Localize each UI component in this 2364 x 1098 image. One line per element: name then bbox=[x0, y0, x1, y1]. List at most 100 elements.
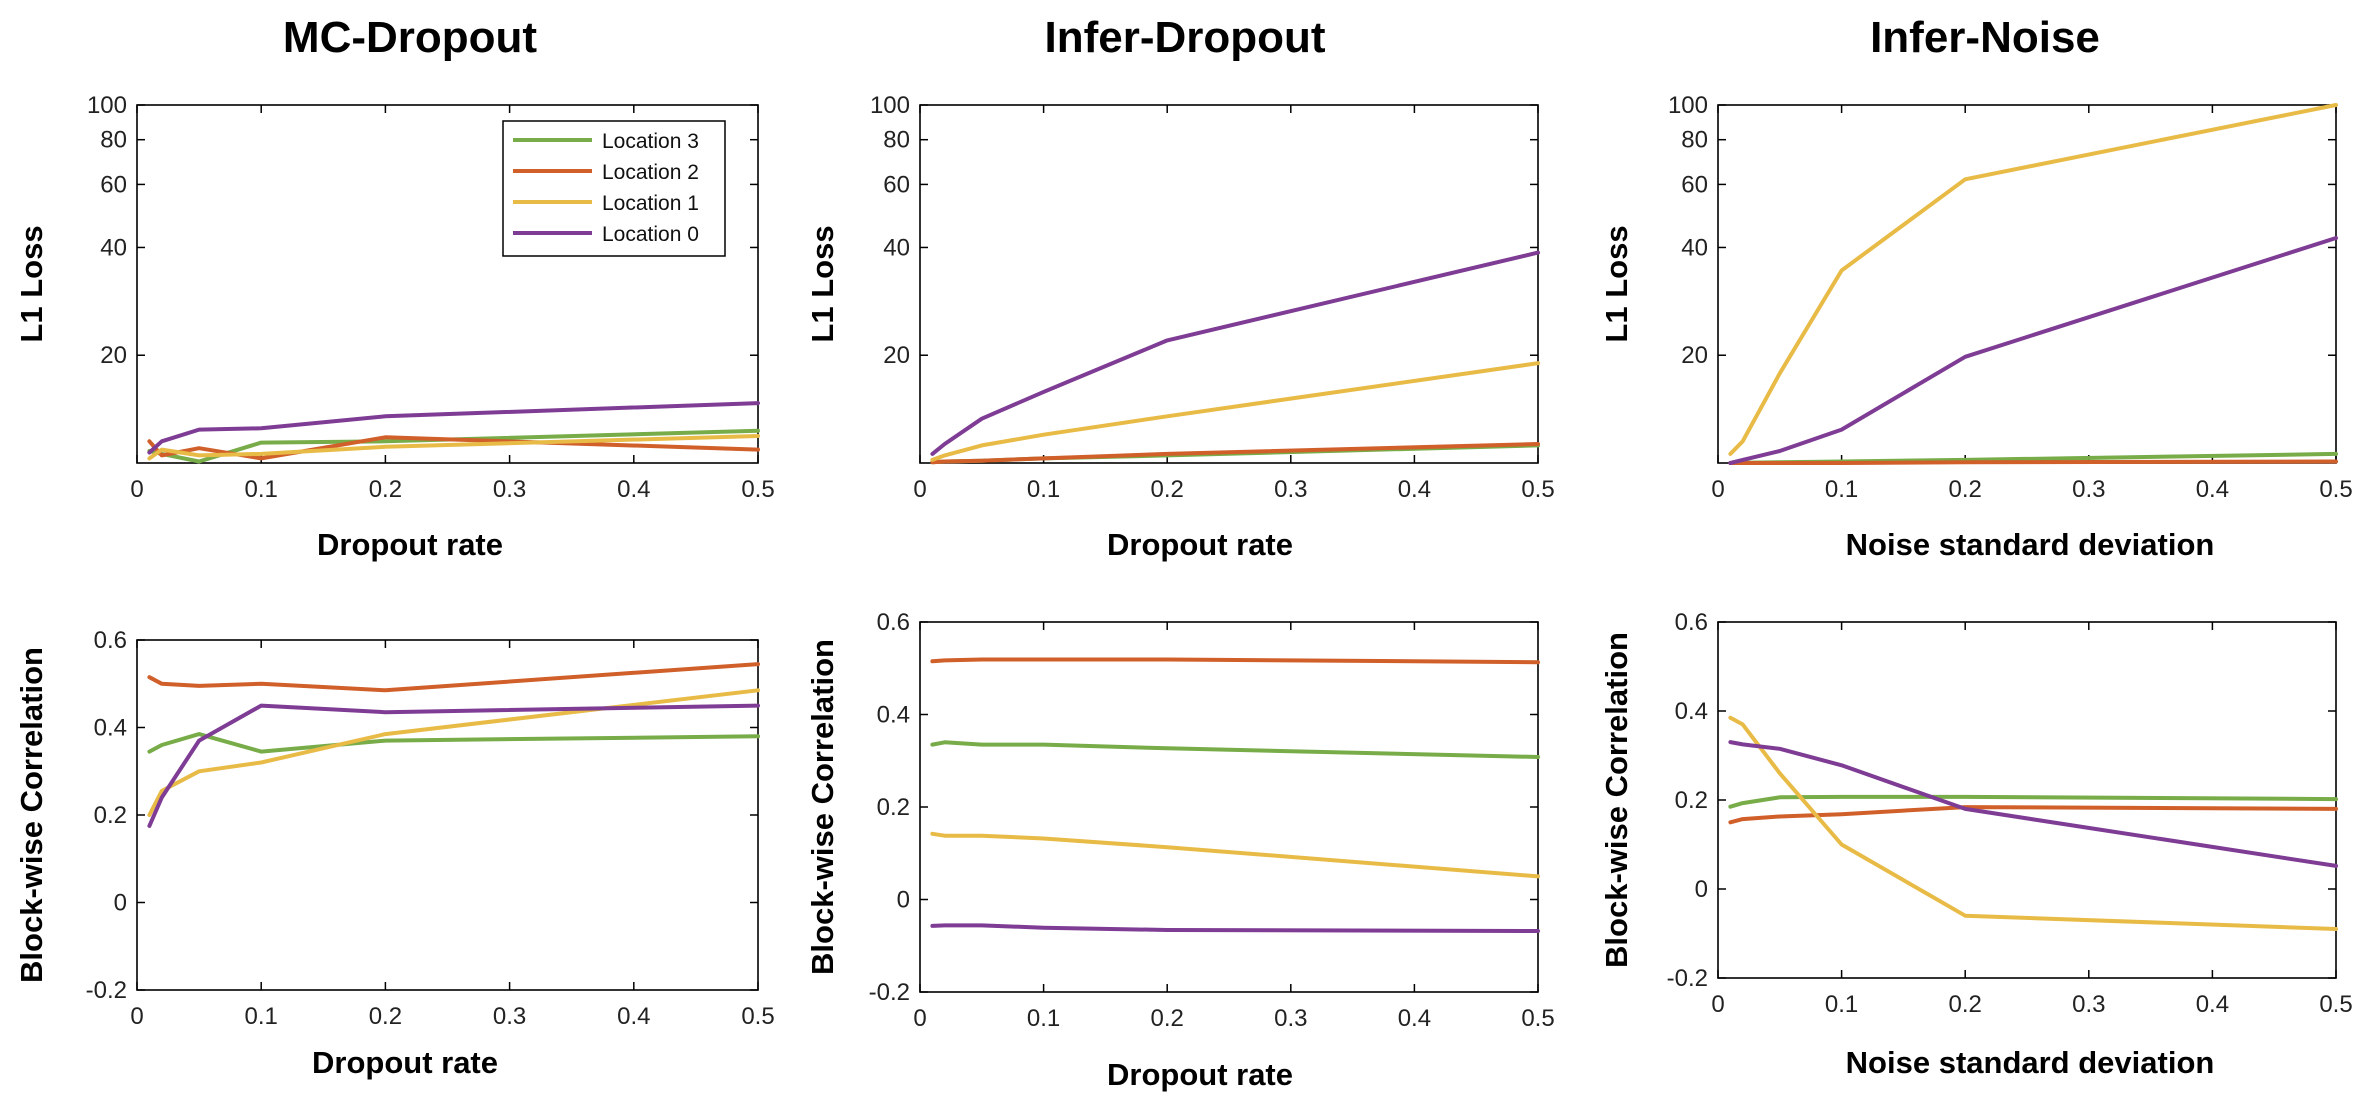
x-axis-label: Noise standard deviation bbox=[1846, 527, 2215, 562]
x-tick-label: 0.2 bbox=[1151, 476, 1184, 503]
x-tick-label: 0 bbox=[913, 1005, 926, 1032]
y-tick-label: 20 bbox=[1681, 342, 1708, 369]
y-tick-label: -0.2 bbox=[86, 977, 127, 1004]
series-line-location-3 bbox=[1728, 794, 2338, 809]
y-tick-label: 100 bbox=[870, 92, 910, 119]
y-axis-label: Block-wise Correlation bbox=[14, 647, 49, 983]
y-tick-label: 40 bbox=[100, 234, 127, 261]
y-tick-label: 40 bbox=[883, 234, 910, 261]
y-tick-label: 60 bbox=[100, 171, 127, 198]
y-axis-label: Block-wise Correlation bbox=[1599, 632, 1634, 968]
x-axis-label: Dropout rate bbox=[312, 1045, 498, 1080]
x-tick-label: 0.1 bbox=[1825, 991, 1858, 1018]
panel-infer-dropout-l1-loss: 0 0.1 0.2 0.3 0.4 0.5 20 40 60 80 100 Dropout rate L… bbox=[805, 92, 1555, 562]
y-tick-label: -0.2 bbox=[869, 979, 910, 1006]
x-axis-label: Dropout rate bbox=[1107, 1057, 1293, 1092]
y-tick-label: 100 bbox=[87, 92, 127, 119]
x-tick-label: 0.1 bbox=[1027, 1005, 1060, 1032]
series-line-location-2 bbox=[1728, 459, 2338, 465]
y-tick-label: 0.2 bbox=[877, 794, 910, 821]
y-tick-label: -0.2 bbox=[1667, 965, 1708, 992]
plot-frame bbox=[136, 104, 759, 464]
y-tick-label: 0 bbox=[1695, 876, 1708, 903]
legend-label-location-0: Location 0 bbox=[602, 223, 699, 246]
x-tick-label: 0.4 bbox=[2196, 991, 2229, 1018]
x-tick-label: 0.2 bbox=[369, 1003, 402, 1030]
series-line-location-0 bbox=[1728, 236, 2338, 465]
y-axis-label: L1 Loss bbox=[805, 225, 840, 342]
y-tick-label: 80 bbox=[883, 127, 910, 154]
x-tick-label: 0.4 bbox=[617, 1003, 650, 1030]
x-tick-label: 0.1 bbox=[1825, 476, 1858, 503]
y-axis-label: L1 Loss bbox=[1599, 225, 1634, 342]
x-tick-label: 0.5 bbox=[2319, 991, 2352, 1018]
series-line-location-1 bbox=[930, 831, 1540, 879]
series-line-location-3 bbox=[147, 732, 760, 754]
x-tick-label: 0.4 bbox=[1398, 1005, 1431, 1032]
y-tick-label: 0.6 bbox=[1675, 609, 1708, 636]
x-tick-label: 0.5 bbox=[741, 476, 774, 503]
series-line-location-1 bbox=[147, 688, 760, 817]
y-tick-label: 0.4 bbox=[1675, 698, 1708, 725]
x-tick-label: 0.4 bbox=[1398, 476, 1431, 503]
x-tick-label: 0.2 bbox=[1949, 991, 1982, 1018]
y-tick-label: 80 bbox=[100, 127, 127, 154]
x-tick-label: 0.5 bbox=[741, 1003, 774, 1030]
x-tick-label: 0.1 bbox=[245, 1003, 278, 1030]
x-tick-label: 0.4 bbox=[2196, 476, 2229, 503]
x-tick-label: 0 bbox=[130, 476, 143, 503]
legend-label-location-1: Location 1 bbox=[602, 192, 699, 215]
series-line-location-1 bbox=[930, 361, 1540, 462]
series-line-location-2 bbox=[930, 442, 1540, 465]
panel-mc-dropout-l1-loss: 0 0.1 0.2 0.3 0.4 0.5 20 40 60 80 100 Dropout rate L… bbox=[14, 92, 775, 562]
x-axis-label: Dropout rate bbox=[1107, 527, 1293, 562]
x-tick-label: 0 bbox=[130, 1003, 143, 1030]
x-tick-label: 0.5 bbox=[2319, 476, 2352, 503]
series-line-location-0 bbox=[930, 923, 1540, 933]
series-line-location-3 bbox=[930, 740, 1540, 759]
y-tick-label: 0.6 bbox=[877, 609, 910, 636]
column-title-infer-dropout: Infer-Dropout bbox=[1044, 13, 1325, 62]
x-tick-label: 0.3 bbox=[2072, 476, 2105, 503]
y-axis-label: Block-wise Correlation bbox=[805, 639, 840, 975]
panel-infer-noise-l1-loss: 0 0.1 0.2 0.3 0.4 0.5 20 40 60 80 100 Noise standar… bbox=[1599, 92, 2353, 562]
x-tick-label: 0.5 bbox=[1521, 476, 1554, 503]
series-line-location-1 bbox=[147, 434, 760, 461]
y-tick-label: 80 bbox=[1681, 127, 1708, 154]
x-tick-label: 0 bbox=[913, 476, 926, 503]
series-line-location-0 bbox=[147, 703, 760, 828]
legend: Location 3 Location 2 Location 1 Locatio… bbox=[502, 120, 726, 257]
plot-frame bbox=[919, 104, 1539, 464]
x-tick-label: 0.3 bbox=[2072, 991, 2105, 1018]
y-tick-label: 100 bbox=[1668, 92, 1708, 119]
y-tick-label: 60 bbox=[883, 171, 910, 198]
y-tick-label: 0 bbox=[114, 890, 127, 917]
x-tick-label: 0.2 bbox=[1151, 1005, 1184, 1032]
x-axis-label: Dropout rate bbox=[317, 527, 503, 562]
y-tick-label: 20 bbox=[883, 342, 910, 369]
x-tick-label: 0.1 bbox=[1027, 476, 1060, 503]
series-line-location-1 bbox=[1728, 103, 2338, 456]
series-line-location-2 bbox=[1728, 805, 2338, 825]
column-title-infer-noise: Infer-Noise bbox=[1870, 13, 2100, 62]
x-tick-label: 0.3 bbox=[1274, 1005, 1307, 1032]
x-tick-label: 0.3 bbox=[493, 476, 526, 503]
legend-label-location-2: Location 2 bbox=[602, 161, 699, 184]
y-tick-label: 0.4 bbox=[877, 702, 910, 729]
x-tick-label: 0.3 bbox=[1274, 476, 1307, 503]
y-tick-label: 0.4 bbox=[94, 715, 127, 742]
x-tick-label: 0 bbox=[1711, 991, 1724, 1018]
x-tick-label: 0.1 bbox=[245, 476, 278, 503]
x-tick-label: 0.5 bbox=[1521, 1005, 1554, 1032]
legend-label-location-3: Location 3 bbox=[602, 130, 699, 153]
y-tick-label: 60 bbox=[1681, 171, 1708, 198]
series-line-location-0 bbox=[1728, 740, 2338, 868]
series-line-location-2 bbox=[147, 662, 760, 693]
y-tick-label: 0.2 bbox=[1675, 787, 1708, 814]
y-tick-label: 0.2 bbox=[94, 802, 127, 829]
series-line-location-0 bbox=[930, 250, 1540, 456]
